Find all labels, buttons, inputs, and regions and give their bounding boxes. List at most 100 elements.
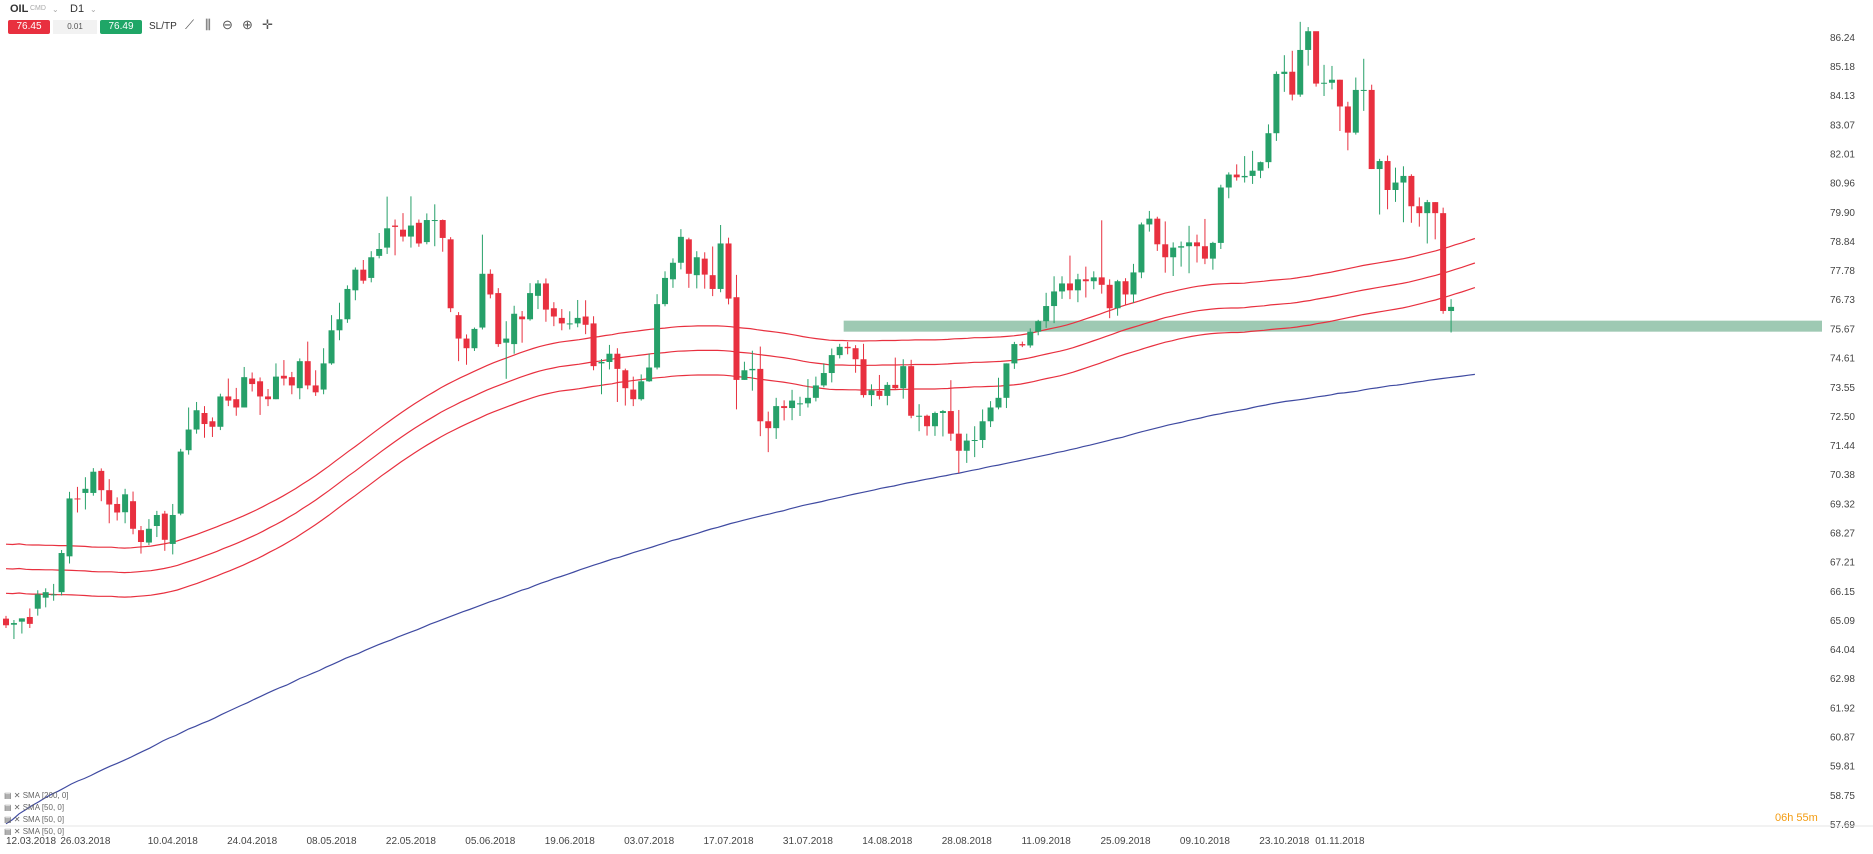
candle-body	[344, 288, 351, 320]
candle-up	[1027, 328, 1034, 348]
candle-up	[10, 620, 17, 640]
candle-down	[312, 370, 319, 396]
candle-up	[1265, 124, 1272, 169]
candle-body	[3, 618, 9, 626]
candle-down	[1098, 220, 1105, 294]
candle-body	[1376, 161, 1383, 170]
x-tick-label: 01.11.2018	[1315, 836, 1365, 847]
candle-up	[471, 327, 478, 351]
candle-down	[1313, 31, 1320, 87]
candle-down	[1233, 164, 1240, 181]
candle-down	[455, 312, 462, 362]
candle-body	[328, 330, 335, 364]
candle-body	[265, 396, 272, 400]
timeframe-selector[interactable]: D1	[70, 3, 85, 15]
candle-body	[1194, 242, 1200, 247]
y-tick-label: 65.09	[1830, 616, 1855, 627]
candle-up	[153, 510, 160, 538]
candle-body	[820, 373, 827, 386]
x-tick-label: 22.05.2018	[386, 836, 436, 847]
candle-up	[939, 409, 946, 437]
candle-body	[527, 293, 534, 320]
candle-down	[114, 497, 121, 521]
x-tick-label: 17.07.2018	[704, 836, 754, 847]
candle-up	[50, 583, 57, 601]
candle-body	[1416, 206, 1423, 214]
candle-body	[352, 269, 359, 291]
candle-down	[439, 219, 446, 252]
candle-body	[1027, 331, 1034, 346]
sltp-button[interactable]: SL/TP	[149, 21, 177, 32]
candle-down	[257, 377, 264, 415]
candle-down	[876, 374, 883, 400]
candle-body	[1003, 363, 1010, 398]
candle-down	[1344, 101, 1351, 151]
candle-body	[519, 316, 526, 320]
candle-body	[1225, 174, 1232, 188]
candles-icon[interactable]: ⫼	[205, 17, 211, 32]
legend-sma200[interactable]: ▤ ✕ SMA [200, 0]	[4, 791, 69, 800]
candle-body	[10, 623, 17, 625]
zoom-out-icon[interactable]: ⊖	[222, 17, 233, 32]
candle-down	[542, 278, 549, 322]
sell-button[interactable]: 76.45	[8, 20, 50, 34]
candle-down	[304, 341, 311, 390]
candle-body	[407, 225, 414, 237]
legend-sma50-c[interactable]: ▤ ✕ SMA [50, 0]	[4, 827, 65, 836]
crosshair-icon[interactable]: ✛	[262, 17, 273, 32]
candle-body	[1313, 31, 1320, 84]
candle-body	[804, 397, 811, 404]
candle-body	[296, 361, 303, 389]
buy-button[interactable]: 76.49	[100, 20, 142, 34]
candle-body	[908, 366, 915, 416]
y-tick-label: 78.84	[1830, 237, 1855, 248]
legend-sma50-b[interactable]: ▤ ✕ SMA [50, 0]	[4, 815, 65, 824]
candle-body	[614, 353, 621, 369]
x-tick-label: 10.04.2018	[148, 836, 198, 847]
candle-up	[217, 393, 224, 431]
line-chart-icon[interactable]: ⟋	[185, 17, 195, 32]
candle-down	[487, 269, 494, 299]
symbol-label[interactable]: OIL	[10, 3, 29, 15]
candle-down	[225, 378, 232, 407]
candle-up	[58, 549, 65, 596]
candle-up	[566, 311, 573, 330]
candle-up	[884, 382, 891, 406]
candle-body	[114, 503, 121, 513]
candle-body	[1209, 242, 1216, 259]
candle-body	[1201, 246, 1208, 259]
candle-up	[574, 299, 581, 328]
x-tick-label: 08.05.2018	[307, 836, 357, 847]
candle-down	[701, 252, 708, 289]
candle-down	[98, 468, 105, 502]
candle-up	[773, 397, 780, 439]
candle-down	[765, 411, 772, 453]
candle-down	[495, 288, 502, 347]
candle-up	[376, 232, 383, 259]
candle-body	[201, 412, 208, 425]
candle-body	[947, 411, 954, 434]
candle-body	[1368, 89, 1375, 170]
candle-down	[1201, 218, 1208, 265]
candle-up	[1114, 279, 1121, 316]
candle-up	[1146, 210, 1153, 232]
spread-field[interactable]: 0.01	[53, 20, 97, 34]
chevron-down-icon[interactable]: ⌄	[90, 5, 97, 14]
candle-down	[400, 213, 406, 242]
candle-up	[1392, 167, 1399, 202]
candle-up	[868, 384, 875, 407]
candle-body	[1392, 182, 1399, 190]
candle-down	[622, 368, 629, 406]
candle-down	[209, 417, 216, 437]
y-tick-label: 59.81	[1830, 762, 1855, 773]
candle-body	[693, 257, 700, 276]
candle-body	[1305, 31, 1312, 50]
candle-body	[701, 258, 708, 275]
candle-up	[741, 361, 748, 380]
candle-body	[455, 315, 462, 339]
candle-down	[74, 486, 81, 513]
legend-sma50-a[interactable]: ▤ ✕ SMA [50, 0]	[4, 803, 65, 812]
chevron-down-icon[interactable]: ⌄	[52, 5, 59, 14]
zoom-in-icon[interactable]: ⊕	[242, 17, 253, 32]
